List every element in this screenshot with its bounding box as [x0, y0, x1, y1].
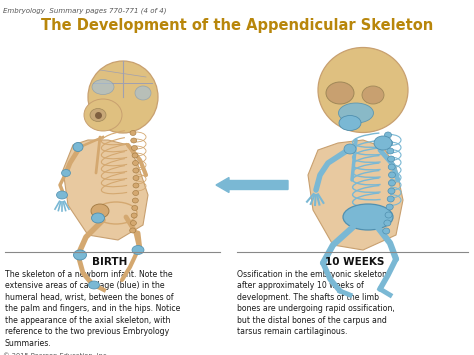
Ellipse shape — [386, 140, 392, 146]
Ellipse shape — [383, 228, 390, 234]
Ellipse shape — [387, 196, 394, 202]
Ellipse shape — [135, 86, 151, 100]
Ellipse shape — [384, 220, 391, 226]
Ellipse shape — [132, 206, 138, 211]
Text: Embryology  Summary pages 770-771 (4 of 4): Embryology Summary pages 770-771 (4 of 4… — [3, 7, 166, 13]
Ellipse shape — [62, 169, 71, 176]
Ellipse shape — [374, 136, 392, 150]
Polygon shape — [63, 140, 148, 240]
Ellipse shape — [73, 142, 83, 152]
FancyArrow shape — [216, 178, 288, 192]
Text: BIRTH: BIRTH — [92, 257, 128, 267]
Ellipse shape — [56, 191, 67, 199]
Ellipse shape — [73, 250, 86, 260]
Ellipse shape — [91, 213, 104, 223]
Polygon shape — [308, 140, 403, 250]
Ellipse shape — [339, 115, 361, 131]
Ellipse shape — [88, 61, 158, 133]
Ellipse shape — [388, 188, 395, 194]
Ellipse shape — [343, 204, 393, 230]
Ellipse shape — [91, 204, 109, 218]
Ellipse shape — [131, 146, 137, 151]
Text: The Development of the Appendicular Skeleton: The Development of the Appendicular Skel… — [41, 18, 433, 33]
Ellipse shape — [388, 164, 395, 170]
Ellipse shape — [338, 103, 374, 123]
Ellipse shape — [386, 204, 393, 210]
Ellipse shape — [132, 246, 144, 255]
Ellipse shape — [90, 109, 106, 121]
Ellipse shape — [384, 132, 392, 138]
Ellipse shape — [385, 212, 392, 218]
Ellipse shape — [344, 144, 356, 154]
Ellipse shape — [132, 198, 138, 203]
Ellipse shape — [130, 228, 136, 233]
Ellipse shape — [133, 175, 139, 180]
Ellipse shape — [388, 180, 395, 186]
Ellipse shape — [131, 138, 137, 143]
Ellipse shape — [92, 80, 114, 94]
Ellipse shape — [133, 191, 139, 196]
Ellipse shape — [318, 48, 408, 132]
Text: The skeleton of a newborn infant. Note the
extensive areas of cartilage (blue) i: The skeleton of a newborn infant. Note t… — [5, 270, 181, 348]
Ellipse shape — [389, 172, 395, 178]
Ellipse shape — [84, 99, 122, 131]
Text: © 2015 Pearson Education, Inc.: © 2015 Pearson Education, Inc. — [3, 352, 109, 355]
Ellipse shape — [130, 220, 137, 225]
Ellipse shape — [326, 82, 354, 104]
Ellipse shape — [131, 213, 137, 218]
Ellipse shape — [388, 156, 395, 162]
Ellipse shape — [89, 281, 100, 289]
Ellipse shape — [95, 202, 137, 224]
Ellipse shape — [133, 168, 139, 173]
Ellipse shape — [362, 86, 384, 104]
Text: Ossification in the embryonic skeleton
after approximately 10 weeks of
developme: Ossification in the embryonic skeleton a… — [237, 270, 395, 336]
Text: 10 WEEKS: 10 WEEKS — [325, 257, 385, 267]
Ellipse shape — [130, 131, 136, 136]
Ellipse shape — [133, 183, 139, 188]
Ellipse shape — [133, 160, 138, 165]
Ellipse shape — [387, 148, 394, 154]
Ellipse shape — [132, 153, 138, 158]
